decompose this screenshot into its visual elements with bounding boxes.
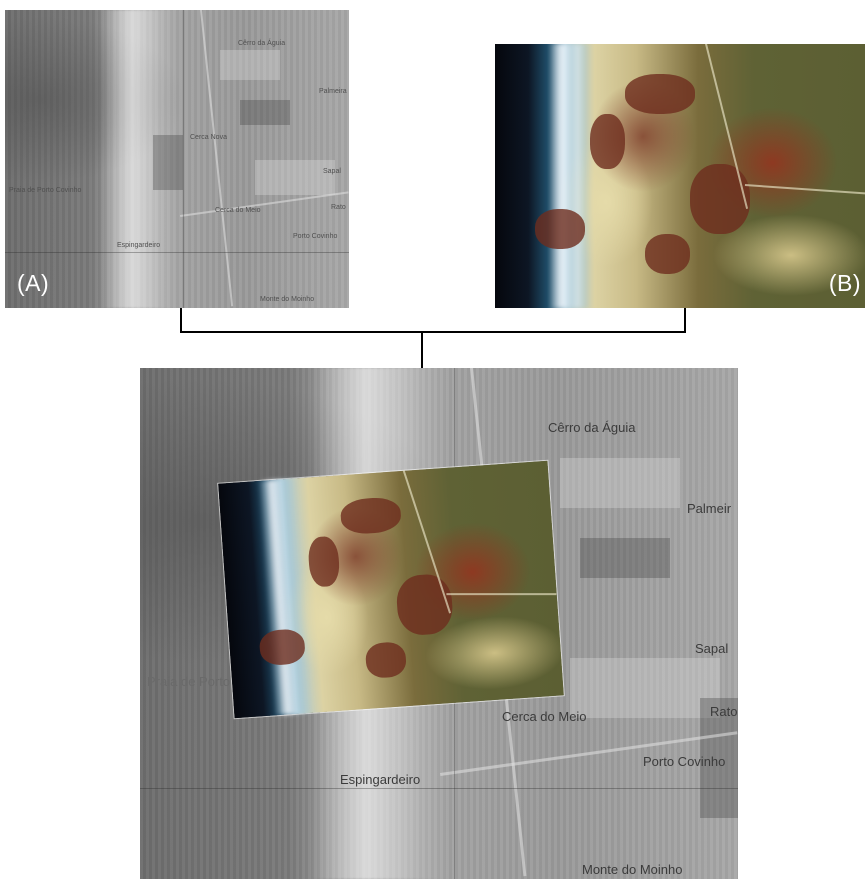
map-label-palmeira: Palmeira	[319, 88, 347, 95]
map-label-sapal: Sapal	[323, 168, 341, 175]
map-label-praia: Praia de Porto Covinho	[9, 187, 82, 194]
map-label-porto-covinho: Porto Covinho	[293, 233, 338, 240]
map-label-cerca-meio: Cerca do Meio	[215, 207, 261, 214]
composite-label-porto-covinho: Porto Covinho	[643, 754, 726, 769]
composite-label-praia: Praia de Porto	[147, 674, 231, 689]
map-label-espingardeiro: Espingardeiro	[117, 242, 161, 249]
composite-label-cerca-meio: Cerca do Meio	[502, 709, 587, 724]
composite-label-cerro: Cêrro da Águia	[548, 420, 636, 435]
map-label-monte: Monte do Moinho	[260, 296, 315, 303]
panel-b-label: (B)	[828, 270, 861, 296]
map-label-cerro: Cêrro da Águia	[238, 40, 286, 47]
panel-a-grayscale-map: Cêrro da Águia Palmeira Cerca Nova Sapal…	[5, 10, 349, 308]
connector-left-drop	[180, 308, 182, 332]
map-label-rato: Rato	[331, 204, 346, 211]
panel-b-color-satellite: (B)	[495, 44, 865, 308]
composite-label-rato: Rato	[710, 704, 738, 719]
connector-horizontal	[180, 331, 686, 333]
connector-center-drop	[421, 331, 423, 368]
map-label-cerca-nova: Cerca Nova	[190, 134, 227, 141]
panel-a-label: (A)	[17, 270, 50, 296]
composite-overlay-color-image	[218, 460, 564, 719]
composite-label-espingardeiro: Espingardeiro	[340, 772, 421, 787]
composite-label-palmeira: Palmeir	[687, 501, 732, 516]
connector-right-drop	[684, 308, 686, 332]
composite-label-sapal: Sapal	[695, 641, 729, 656]
composite-label-monte: Monte do Moinho	[582, 862, 683, 877]
